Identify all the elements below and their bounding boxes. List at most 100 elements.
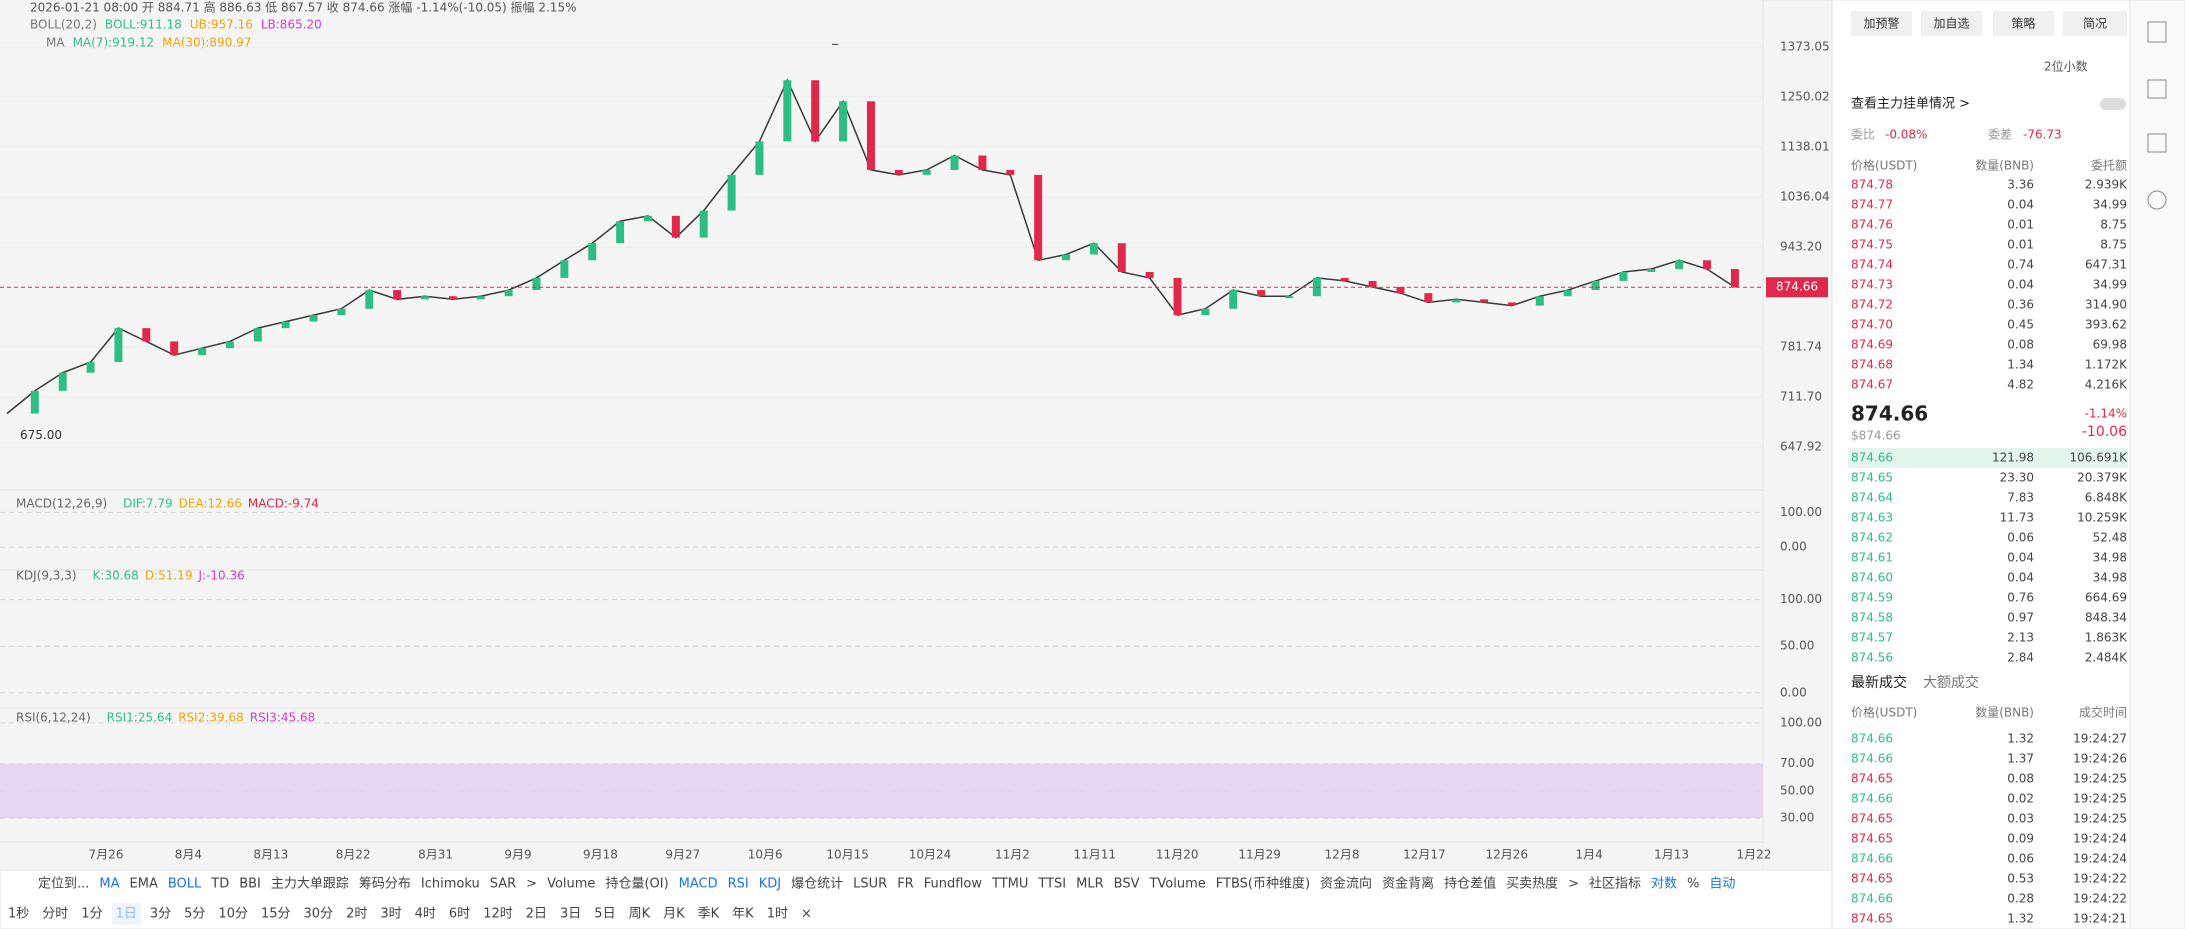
toolbar-item[interactable]: 资金背离: [1382, 876, 1434, 892]
candle: [1703, 260, 1712, 270]
row-value: 1.863K: [2085, 631, 2128, 645]
tab[interactable]: 大额成交: [1923, 674, 1979, 691]
candle: [1647, 269, 1656, 272]
toolbar-item[interactable]: 1分: [81, 907, 102, 922]
row-value: 34.98: [2093, 551, 2127, 565]
toolbar-item[interactable]: 5日: [594, 907, 615, 922]
toolbar-item[interactable]: FR: [897, 877, 914, 892]
toolbar-item[interactable]: 自动: [1709, 877, 1735, 892]
row-price: 874.69: [1851, 338, 1893, 352]
toolbar-item[interactable]: 1时: [767, 907, 788, 922]
y-tick-label: 30.00: [1780, 811, 1814, 825]
toolbar-item[interactable]: Fundflow: [924, 877, 983, 892]
tab[interactable]: 最新成交: [1851, 674, 1907, 691]
panel-button[interactable]: [2063, 11, 2127, 36]
candle: [1117, 243, 1126, 272]
ma-info: MA: [46, 36, 65, 50]
column-header: 成交时间: [2079, 705, 2127, 720]
toolbar-item[interactable]: 季K: [698, 907, 720, 922]
panel-button[interactable]: [1993, 11, 2054, 36]
panel-button[interactable]: [1921, 11, 1982, 36]
toolbar-item[interactable]: 持仓差值: [1444, 876, 1496, 892]
button-label[interactable]: 加自选: [1933, 17, 1969, 31]
row-qty: 0.04: [2007, 571, 2034, 585]
toolbar-item[interactable]: 10分: [218, 907, 248, 922]
depth-link[interactable]: 查看主力挂单情况 >: [1851, 96, 1970, 112]
row-qty: 0.03: [2007, 812, 2034, 826]
toolbar-item[interactable]: BSV: [1114, 877, 1140, 892]
toolbar-item[interactable]: 3时: [380, 907, 401, 922]
toolbar-item[interactable]: Ichimoku: [421, 877, 480, 892]
toolbar-item[interactable]: 12时: [483, 907, 513, 922]
toolbar-item[interactable]: MACD: [679, 877, 718, 892]
toolbar-item[interactable]: 对数: [1651, 877, 1677, 892]
candle: [1034, 174, 1043, 261]
toolbar-item[interactable]: ×: [801, 907, 812, 922]
button-label[interactable]: 加预警: [1863, 16, 1899, 31]
row-qty: 0.09: [2007, 832, 2034, 846]
side-icon[interactable]: [2147, 133, 2167, 153]
toolbar-item[interactable]: KDJ: [759, 877, 781, 892]
toolbar-item[interactable]: RSI: [728, 877, 749, 892]
toolbar-item[interactable]: 主力大单跟踪: [271, 877, 349, 892]
toolbar-item[interactable]: %: [1687, 877, 1699, 892]
toolbar-item[interactable]: TTSI: [1037, 877, 1066, 892]
toolbar-item[interactable]: TD: [210, 877, 229, 892]
toolbar-item[interactable]: MLR: [1076, 877, 1104, 892]
side-icon[interactable]: [2147, 79, 2167, 99]
toolbar-item[interactable]: 3日: [560, 907, 581, 922]
side-icon[interactable]: [2147, 190, 2167, 210]
toolbar-item[interactable]: 社区指标: [1589, 876, 1641, 892]
toolbar-item[interactable]: >: [1568, 877, 1579, 892]
boll-info: UB:957.16: [190, 18, 253, 32]
toolbar-item[interactable]: BOLL: [168, 877, 202, 892]
row-value: 19:24:25: [2073, 812, 2127, 826]
toolbar-item[interactable]: 定位到...: [38, 877, 89, 892]
toolbar-item[interactable]: SAR: [490, 877, 516, 892]
toolbar-item[interactable]: 月K: [663, 907, 685, 922]
toolbar-item[interactable]: MA: [99, 877, 119, 892]
y-tick-label: 100.00: [1780, 715, 1822, 729]
toolbar-item[interactable]: 1秒: [8, 907, 29, 922]
button-label[interactable]: 简况: [2083, 17, 2107, 31]
panel-button[interactable]: [1851, 11, 1912, 36]
toolbar-item[interactable]: 5分: [184, 907, 205, 922]
candle: [1396, 286, 1405, 294]
toolbar-item[interactable]: EMA: [130, 877, 158, 892]
row-price: 874.59: [1851, 591, 1893, 605]
toolbar-item[interactable]: 3分: [150, 907, 171, 922]
toolbar-item[interactable]: FTBS(币种维度): [1216, 876, 1310, 892]
x-tick-label: 8月4: [175, 848, 202, 862]
indicator-value: RSI2:39.68: [178, 711, 244, 725]
toolbar-item[interactable]: 6时: [449, 907, 470, 922]
toolbar-item[interactable]: 筹码分布: [359, 876, 411, 892]
candle: [225, 341, 234, 349]
toolbar-item[interactable]: 持仓量(OI): [605, 877, 668, 892]
toolbar-item[interactable]: 分时: [42, 907, 68, 922]
button-label[interactable]: 策略: [2011, 16, 2035, 31]
row-qty: 0.02: [2007, 792, 2034, 806]
toolbar-item[interactable]: 资金流向: [1320, 876, 1372, 892]
toolbar-item[interactable]: 2时: [346, 907, 367, 922]
toolbar-item[interactable]: 30分: [304, 907, 334, 922]
toolbar-item[interactable]: 15分: [261, 907, 291, 922]
toolbar-item[interactable]: TVolume: [1148, 877, 1205, 892]
toolbar-item[interactable]: 4时: [415, 907, 436, 922]
x-tick-label: 11月20: [1156, 848, 1199, 862]
toolbar-item[interactable]: 2日: [526, 907, 547, 922]
low-annotation: 675.00: [20, 428, 62, 442]
toolbar-item[interactable]: >: [526, 877, 537, 892]
toolbar-item[interactable]: 买卖热度: [1506, 876, 1558, 892]
toolbar-item[interactable]: BBI: [239, 877, 261, 892]
toolbar-item[interactable]: 周K: [629, 907, 651, 922]
toolbar-item[interactable]: LSUR: [853, 877, 887, 892]
toolbar-item[interactable]: TTMU: [991, 877, 1028, 892]
toolbar-item[interactable]: Volume: [547, 877, 595, 892]
toggle[interactable]: [2100, 98, 2126, 110]
precision-select[interactable]: 2位小数: [2044, 59, 2088, 74]
toolbar-item[interactable]: 年K: [732, 907, 754, 922]
row-qty: 11.73: [2000, 511, 2034, 525]
side-icon[interactable]: [2147, 21, 2167, 43]
toolbar-item[interactable]: 爆仓统计: [791, 877, 843, 892]
indicator-value: RSI1:25.64: [107, 711, 173, 725]
